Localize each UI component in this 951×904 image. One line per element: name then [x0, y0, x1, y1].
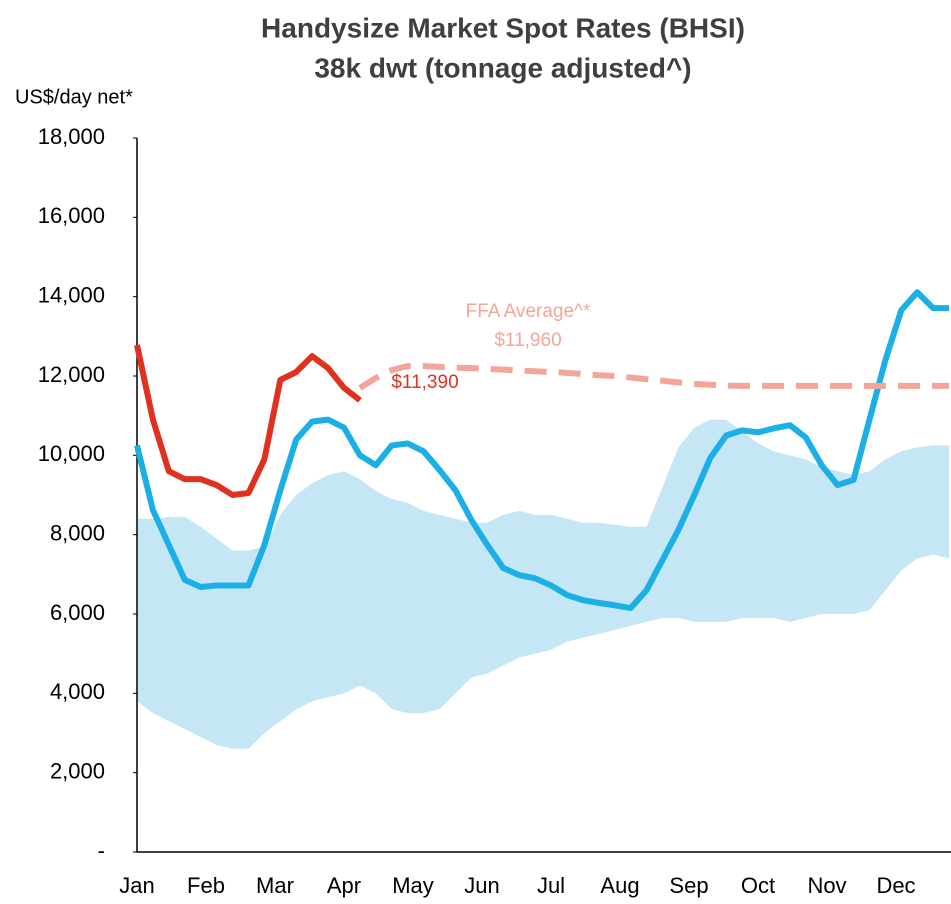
x-tick-label: Jul [537, 873, 565, 898]
x-tick-label: Dec [876, 873, 915, 898]
y-tick-label: 16,000 [38, 203, 105, 228]
y-tick-label: - [98, 838, 105, 863]
y-tick-label: 8,000 [50, 520, 105, 545]
annotation: $11,960 [494, 330, 561, 351]
series-line [358, 363, 950, 391]
chart-title: Handysize Market Spot Rates (BHSI) [261, 12, 745, 43]
y-tick-label: 18,000 [38, 124, 105, 149]
x-tick-label: Oct [741, 873, 775, 898]
x-tick-label: Feb [187, 873, 225, 898]
y-tick-label: 10,000 [38, 441, 105, 466]
x-tick-label: Nov [807, 873, 846, 898]
y-axis-label: US$/day net* [15, 86, 133, 108]
x-tick-label: Aug [600, 873, 639, 898]
chart-subtitle: 38k dwt (tonnage adjusted^) [314, 52, 691, 83]
x-tick-label: Sep [669, 873, 708, 898]
y-tick-label: 12,000 [38, 362, 105, 387]
series-line [134, 289, 950, 612]
annotation: FFA Average^* [466, 301, 591, 322]
x-tick-label: May [392, 873, 434, 898]
y-tick-label: 14,000 [38, 282, 105, 307]
x-tick-label: Jan [119, 873, 154, 898]
x-tick-label: Mar [256, 873, 294, 898]
x-tick-label: Jun [464, 873, 499, 898]
y-tick-label: 4,000 [50, 679, 105, 704]
x-tick-label: Apr [327, 873, 361, 898]
annotation: $11,390 [391, 372, 458, 393]
series-line [134, 344, 362, 498]
y-tick-label: 2,000 [50, 758, 105, 783]
y-tick-label: 6,000 [50, 600, 105, 625]
